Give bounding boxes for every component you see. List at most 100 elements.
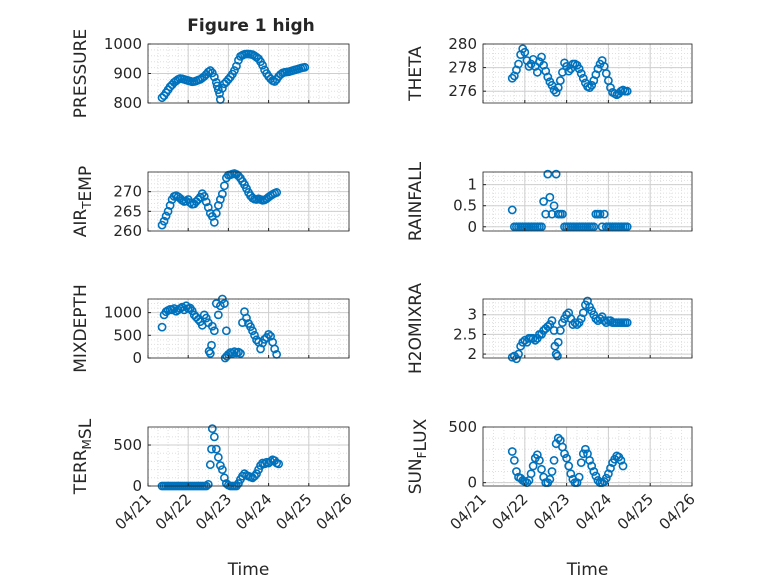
series-markers xyxy=(507,296,632,364)
data-point xyxy=(581,444,590,454)
data-point xyxy=(574,64,584,74)
data-point xyxy=(549,201,559,211)
y-tick-label: 260 xyxy=(113,222,142,240)
x-tick-label: 04/22 xyxy=(152,490,195,533)
data-point xyxy=(551,169,561,179)
data-point xyxy=(576,458,586,468)
data-point xyxy=(532,450,542,460)
y-axis-label: SUNFLUX xyxy=(406,418,431,494)
data-point xyxy=(595,314,605,324)
data-point xyxy=(587,80,597,90)
data-point xyxy=(585,83,594,93)
y-tick-label: 500 xyxy=(448,418,477,436)
x-tick-label: 04/23 xyxy=(192,490,235,533)
data-point xyxy=(217,189,227,199)
data-point xyxy=(213,85,223,95)
data-point xyxy=(514,59,523,69)
data-point xyxy=(193,315,203,324)
y-tick-label: 1 xyxy=(467,176,477,194)
data-point xyxy=(537,464,546,474)
y-tick-label: 280 xyxy=(448,35,477,53)
data-point xyxy=(242,313,251,323)
x-tick-label: 04/24 xyxy=(572,490,615,533)
x-tick-label: 04/25 xyxy=(272,490,315,533)
y-tick-label: 1000 xyxy=(104,304,142,322)
data-point xyxy=(250,330,259,340)
data-point xyxy=(219,473,229,483)
data-point xyxy=(248,326,257,336)
data-point xyxy=(589,467,599,476)
data-point xyxy=(157,322,167,332)
data-point xyxy=(553,433,563,443)
x-tick-label: 04/24 xyxy=(232,490,275,533)
x-axis-label: Time xyxy=(566,560,609,580)
data-point xyxy=(570,318,580,327)
data-point xyxy=(591,471,601,481)
data-point xyxy=(219,299,229,308)
data-point xyxy=(300,62,310,72)
data-point xyxy=(207,444,216,454)
data-point xyxy=(518,337,528,347)
data-point xyxy=(566,469,576,479)
x-tick-label: 04/25 xyxy=(614,490,657,533)
subplot-2: 276 278 280 THETA xyxy=(406,35,693,104)
data-point xyxy=(507,73,517,83)
y-tick-label: 0.5 xyxy=(453,197,477,215)
data-point xyxy=(524,62,534,71)
data-point xyxy=(549,455,559,465)
y-tick-label: 0 xyxy=(132,349,142,367)
data-point xyxy=(555,76,565,85)
data-point xyxy=(530,335,540,345)
data-point xyxy=(618,461,628,471)
figure-title: Figure 1 high xyxy=(187,16,315,36)
data-point xyxy=(217,465,227,475)
data-point xyxy=(555,326,565,335)
data-point xyxy=(535,455,544,465)
data-point xyxy=(507,447,517,456)
y-axis-label: TERRMSL xyxy=(71,418,96,495)
axes-box xyxy=(482,43,693,104)
data-point xyxy=(199,191,209,201)
y-tick-label: 500 xyxy=(113,326,142,344)
data-point xyxy=(551,87,561,97)
y-tick-label: 800 xyxy=(113,94,142,112)
data-point xyxy=(201,313,211,323)
y-tick-label: 2.5 xyxy=(453,325,477,343)
data-point xyxy=(587,461,597,471)
y-axis-label: RAINFALL xyxy=(406,161,426,241)
data-point xyxy=(553,351,562,361)
data-point xyxy=(589,222,599,232)
subplot-5: 0 500 1000 MIXDEPTH xyxy=(71,284,350,373)
data-point xyxy=(532,67,542,77)
data-point xyxy=(213,310,223,320)
data-point xyxy=(221,326,231,336)
y-axis-label: THETA xyxy=(406,46,426,102)
y-axis-label: H2OMIXRA xyxy=(406,283,426,374)
data-point xyxy=(562,453,571,463)
data-point xyxy=(209,217,219,227)
series-markers xyxy=(157,169,282,230)
data-point xyxy=(547,467,557,476)
x-tick-label: 04/22 xyxy=(488,490,531,533)
y-tick-label: 0 xyxy=(132,477,142,495)
data-point xyxy=(507,205,517,215)
data-point xyxy=(201,197,211,207)
data-point xyxy=(564,461,574,471)
data-point xyxy=(217,83,227,93)
data-point xyxy=(161,211,171,221)
data-point xyxy=(564,66,574,76)
y-tick-label: 0 xyxy=(467,218,477,236)
data-point xyxy=(238,471,247,481)
data-point xyxy=(541,209,551,219)
data-point xyxy=(207,321,217,331)
data-point xyxy=(599,209,609,219)
data-point xyxy=(601,318,611,327)
data-point xyxy=(539,197,549,206)
axes-box xyxy=(482,426,693,487)
data-point xyxy=(622,318,632,327)
data-point xyxy=(578,308,588,318)
y-axis-label: MIXDEPTH xyxy=(71,284,91,373)
data-point xyxy=(606,463,615,473)
series-markers xyxy=(507,169,632,232)
